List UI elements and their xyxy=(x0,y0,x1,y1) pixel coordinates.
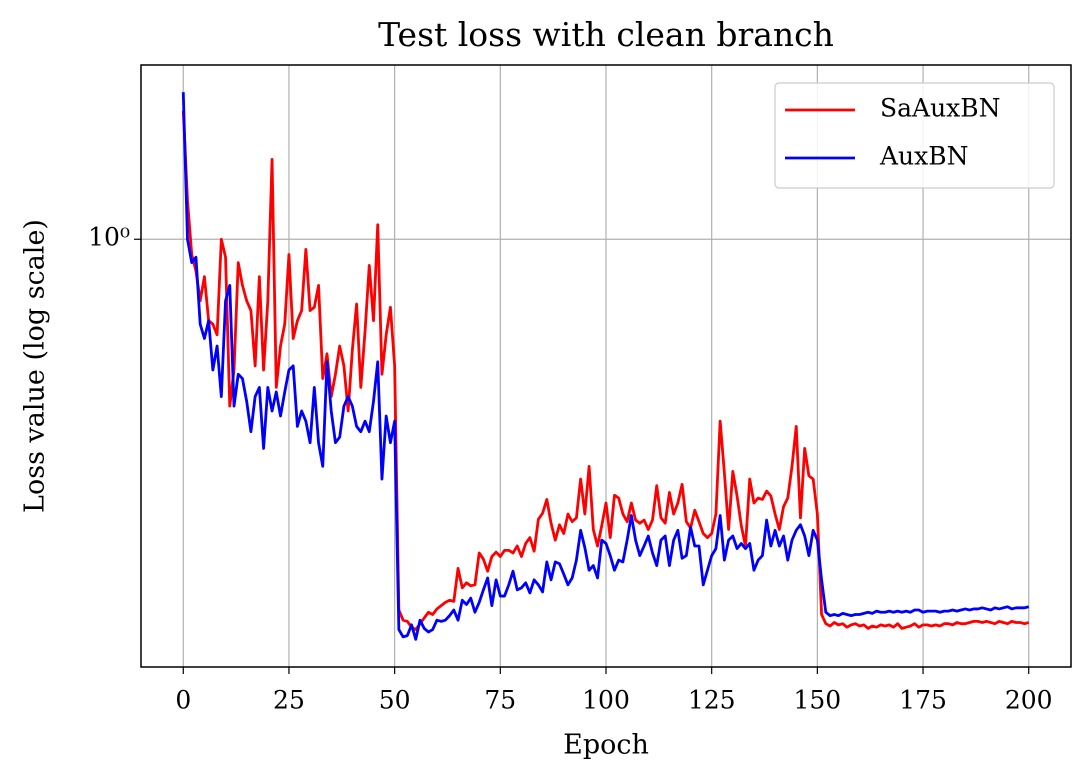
series-line xyxy=(181,92,1030,641)
y-axis-label: Loss value (log scale) xyxy=(20,219,51,513)
x-tick-label: 25 xyxy=(273,686,305,715)
x-tick-label: 100 xyxy=(582,686,630,715)
series-line xyxy=(181,110,1030,631)
legend-label: SaAuxBN xyxy=(880,94,1001,123)
x-tick-label: 200 xyxy=(1005,686,1053,715)
x-tick-label: 75 xyxy=(484,686,516,715)
x-tick-label: 50 xyxy=(379,686,411,715)
x-tick-label: 150 xyxy=(794,686,842,715)
x-axis-label: Epoch xyxy=(563,730,649,761)
x-tick-label: 0 xyxy=(175,686,191,715)
chart-title: Test loss with clean branch xyxy=(378,15,834,54)
x-tick-label: 175 xyxy=(899,686,947,715)
plot-frame xyxy=(140,64,1072,668)
y-tick-label: 10⁰ xyxy=(88,223,130,252)
legend-label: AuxBN xyxy=(879,142,969,171)
x-tick-label: 125 xyxy=(688,686,736,715)
